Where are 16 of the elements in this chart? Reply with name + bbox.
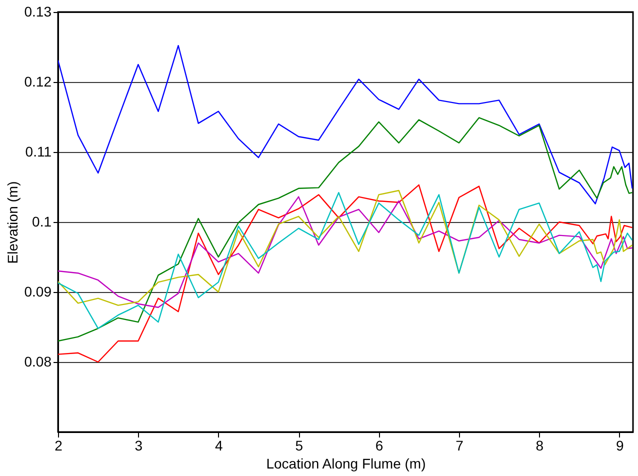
x-axis-title: Location Along Flume (m): [266, 456, 426, 472]
y-tick-label: 0.12: [24, 74, 52, 90]
y-axis-title: Elevation (m): [4, 181, 20, 264]
x-tick-label: 2: [54, 438, 63, 454]
x-tick-label: 5: [295, 438, 304, 454]
y-tick-label: 0.08: [24, 354, 52, 370]
y-tick-label: 0.13: [24, 4, 52, 20]
y-tick-label: 0.1: [32, 214, 52, 230]
x-tick-label: 6: [375, 438, 384, 454]
y-tick-label: 0.11: [25, 144, 52, 160]
x-tick-label: 7: [456, 438, 464, 454]
y-tick-label: 0.09: [24, 284, 52, 300]
x-tick-label: 9: [616, 438, 624, 454]
x-tick-label: 3: [134, 438, 143, 454]
x-tick-label: 8: [536, 438, 544, 454]
x-tick-label: 4: [214, 438, 223, 454]
